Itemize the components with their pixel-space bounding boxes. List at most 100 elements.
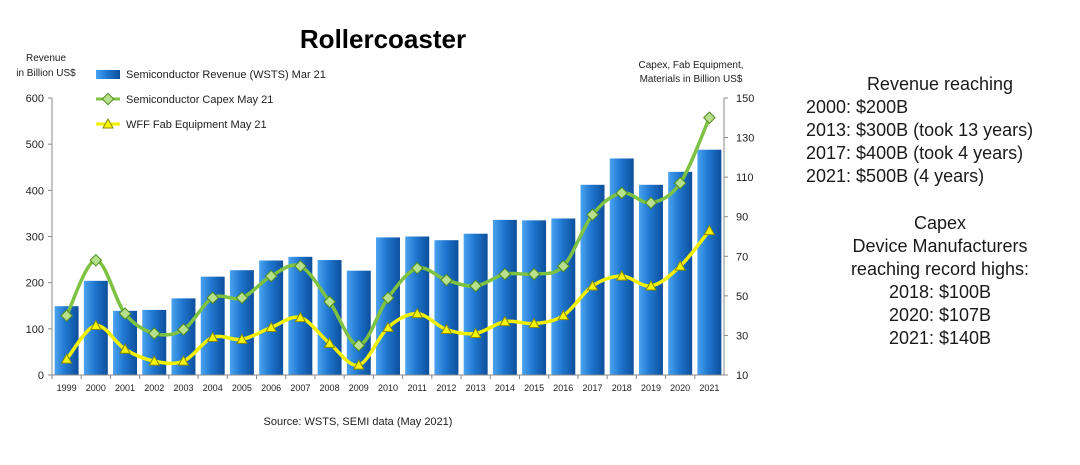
- x-tick-label: 2002: [144, 383, 164, 393]
- wff-point: [528, 317, 540, 329]
- revenue-line-3: 2017: $400B (took 4 years): [806, 143, 1024, 163]
- x-tick-label: 2001: [115, 383, 135, 393]
- wff-point: [411, 307, 424, 319]
- right-tick-label: 150: [736, 93, 754, 105]
- wff-point: [440, 323, 453, 334]
- left-axis-label-line1: Revenue: [26, 53, 66, 64]
- left-tick-label: 600: [26, 93, 44, 105]
- wff-point: [557, 309, 570, 321]
- revenue-heading: Revenue reaching: [866, 74, 1014, 94]
- wff-point: [119, 343, 131, 354]
- capex-point: [673, 176, 687, 190]
- x-tick-label: 1999: [57, 383, 77, 393]
- left-tick-label: 0: [38, 370, 44, 382]
- wff-point: [586, 279, 599, 291]
- left-tick-label: 200: [26, 278, 44, 290]
- capex-line-3: reaching record highs:: [850, 259, 1030, 279]
- source-note: Source: WSTS, SEMI data (May 2021): [264, 416, 453, 428]
- revenue-bar: [434, 240, 459, 375]
- chart-title: Rollercoaster: [300, 24, 466, 54]
- legend-swatch-revenue: [96, 70, 120, 79]
- revenue-bar: [492, 219, 517, 375]
- legend-marker-capex: [101, 92, 115, 106]
- wff-point: [469, 327, 482, 338]
- left-tick-label: 400: [26, 185, 44, 197]
- capex-point: [440, 273, 453, 287]
- capex-point: [644, 196, 658, 210]
- x-tick-label: 2003: [173, 383, 193, 393]
- legend-label-capex: Semiconductor Capex May 21: [126, 94, 273, 106]
- capex-line-4: 2018: $100B: [888, 282, 992, 302]
- revenue-bar: [229, 270, 254, 375]
- wff-point: [645, 279, 657, 291]
- revenue-bar: [317, 260, 342, 375]
- wff-point: [177, 355, 190, 366]
- wff-point: [615, 270, 628, 281]
- capex-point: [556, 259, 570, 273]
- wff-point: [265, 321, 277, 333]
- capex-point: [410, 261, 424, 275]
- legend-label-wff: WFF Fab Equipment May 21: [126, 119, 267, 131]
- revenue-capex-chart: Rollercoaster Revenue in Billion US$ Cap…: [16, 24, 754, 428]
- legend-label-revenue: Semiconductor Revenue (WSTS) Mar 21: [126, 69, 326, 81]
- x-tick-label: 2008: [320, 383, 340, 393]
- wff-point: [323, 337, 336, 348]
- revenue-bar: [405, 236, 430, 375]
- capex-point: [381, 291, 395, 305]
- wff-point: [382, 321, 394, 333]
- revenue-bar: [697, 149, 722, 375]
- capex-point: [206, 291, 220, 305]
- capex-point: [469, 279, 483, 293]
- legend-marker-wff: [102, 117, 114, 129]
- revenue-line-2: 2013: $300B (took 13 years): [806, 120, 1034, 140]
- x-tick-label: 2021: [699, 383, 719, 393]
- revenue-bar: [200, 276, 225, 375]
- x-tick-label: 2019: [641, 383, 661, 393]
- capex-line-5: 2020: $107B: [888, 305, 992, 325]
- capex-point: [498, 267, 512, 281]
- right-y-axis: 10 30 50 70 90 110 130 150: [723, 93, 754, 382]
- left-y-axis: 0 100 200 300 400 500 600: [26, 93, 53, 382]
- revenue-milestones-panel: Revenue reaching 2000: $200B 2013: $300B…: [790, 73, 1080, 188]
- x-tick-label: 2017: [583, 383, 603, 393]
- wff-point: [674, 260, 687, 271]
- revenue-bar: [668, 171, 693, 375]
- right-tick-label: 110: [736, 172, 754, 184]
- wff-point: [60, 353, 73, 364]
- left-axis-label-line2: in Billion US$: [16, 68, 76, 79]
- capex-point: [586, 208, 599, 222]
- x-axis: 1999 2000 2001 2002 2003 2004 2005 2006 2007 2008…: [51, 374, 724, 393]
- capex-point: [60, 309, 73, 323]
- x-tick-label: 2020: [670, 383, 690, 393]
- capex-point: [703, 111, 716, 125]
- x-tick-label: 2006: [261, 383, 281, 393]
- x-tick-label: 2009: [349, 383, 369, 393]
- right-axis-label-line1: Capex, Fab Equipment,: [638, 60, 743, 71]
- x-tick-label: 2010: [378, 383, 398, 393]
- x-tick-label: 2013: [466, 383, 486, 393]
- right-tick-label: 30: [736, 330, 748, 342]
- x-tick-label: 2000: [86, 383, 106, 393]
- x-tick-label: 2015: [524, 383, 544, 393]
- x-tick-label: 2007: [290, 383, 310, 393]
- revenue-line-1: 2000: $200B: [806, 97, 909, 117]
- x-tick-label: 2004: [203, 383, 223, 393]
- x-tick-label: 2012: [436, 383, 456, 393]
- revenue-bars: [54, 149, 722, 375]
- capex-point: [527, 267, 541, 281]
- capex-point: [235, 291, 249, 305]
- wff-point: [148, 355, 161, 366]
- wff-point: [236, 333, 248, 344]
- revenue-bar: [551, 218, 576, 375]
- wff-point: [294, 311, 307, 323]
- revenue-bar: [259, 260, 284, 375]
- capex-line-1: Capex: [913, 213, 967, 233]
- capex-milestones-panel: Capex Device Manufacturers reaching reco…: [790, 212, 1080, 350]
- right-axis-label-line2: Materials in Billion US$: [640, 74, 743, 85]
- revenue-bar: [463, 233, 488, 375]
- wff-point: [703, 224, 716, 236]
- revenue-bar: [54, 306, 79, 375]
- legend: Semiconductor Revenue (WSTS) Mar 21 Semi…: [96, 69, 326, 131]
- right-tick-label: 130: [736, 133, 754, 145]
- revenue-line-4: 2021: $500B (4 years): [806, 166, 985, 186]
